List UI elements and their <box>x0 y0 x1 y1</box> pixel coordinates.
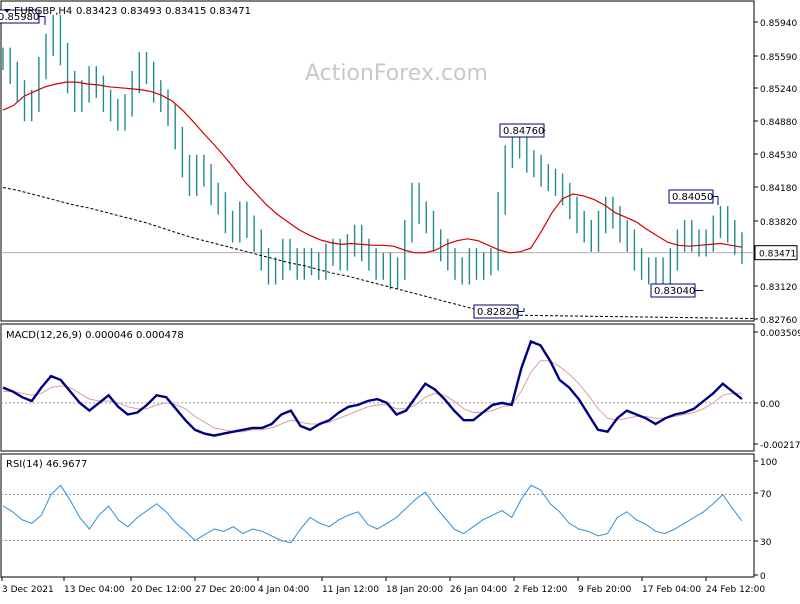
symbol-label: EURGBP,H4 <box>14 6 72 17</box>
annotation-box <box>473 304 519 319</box>
current-price-label: 0.83471 <box>759 250 796 260</box>
x-axis-label: 26 Jan 04:00 <box>450 585 507 595</box>
x-axis-label: 4 Jan 04:00 <box>258 585 310 595</box>
moving-average-short-line <box>2 81 743 254</box>
annotation-box <box>0 9 40 24</box>
ohlc-values: 0.83423 0.83493 0.83415 0.83471 <box>76 6 251 17</box>
price-axis-label: 0.82760 <box>760 316 797 326</box>
annotation-box <box>650 283 696 298</box>
macd-line <box>2 339 743 437</box>
price-axis-label: 0.84180 <box>760 184 797 194</box>
price-axis-label: 0.84880 <box>760 118 797 128</box>
x-axis-label: 18 Jan 20:00 <box>386 585 443 595</box>
dropdown-arrow-icon[interactable] <box>4 9 10 13</box>
rsi-axis-label: 30 <box>760 538 772 548</box>
rsi-axis-label: 70 <box>760 490 772 500</box>
x-axis-label: 9 Feb 20:00 <box>578 585 632 595</box>
price-axis-label: 0.83820 <box>760 218 797 228</box>
rsi-panel-frame <box>0 453 755 578</box>
x-axis-label: 20 Dec 12:00 <box>131 585 192 595</box>
watermark: ActionForex.com <box>305 61 488 86</box>
rsi-line <box>2 484 743 544</box>
macd-title: MACD(12,26,9) 0.000046 0.000478 <box>6 330 184 341</box>
rsi-axis-label: 0 <box>760 572 766 582</box>
moving-average-long-line <box>519 314 755 320</box>
annotation-label: 0.85980 <box>0 12 39 23</box>
macd-axis-label: 0.003509 <box>760 329 800 339</box>
x-axis-label: 27 Dec 20:00 <box>195 585 256 595</box>
price-axis-label: 0.85240 <box>760 85 797 95</box>
macd-signal-line <box>3 360 742 433</box>
annotation-label: 0.84760 <box>503 126 544 137</box>
x-axis-label: 24 Feb 12:00 <box>706 585 765 595</box>
annotation-box <box>499 123 545 138</box>
chart-header: EURGBP,H4 0.83423 0.83493 0.83415 0.8347… <box>4 6 251 17</box>
moving-average-long-line <box>2 187 521 316</box>
macd-axis-label: -0.002176 <box>760 441 800 451</box>
annotation-label: 0.84050 <box>672 192 713 203</box>
macd-axis-label: 0.00 <box>760 400 780 410</box>
annotation-label: 0.82820 <box>477 307 518 318</box>
x-axis-label: 11 Jan 12:00 <box>322 585 379 595</box>
x-axis-label: 3 Dec 2021 <box>2 585 54 595</box>
macd-panel-frame <box>0 323 755 452</box>
price-axis-label: 0.84530 <box>760 151 797 161</box>
annotation-box <box>668 189 714 204</box>
rsi-axis-label: 100 <box>760 458 777 468</box>
price-panel-frame <box>0 0 755 322</box>
price-axis-label: 0.85590 <box>760 53 797 63</box>
annotation-label: 0.83040 <box>654 286 695 297</box>
x-axis-label: 17 Feb 04:00 <box>642 585 701 595</box>
x-axis-label: 2 Feb 12:00 <box>514 585 568 595</box>
price-axis-label: 0.85940 <box>760 19 797 29</box>
x-axis-label: 13 Dec 04:00 <box>64 585 125 595</box>
price-axis-label: 0.83120 <box>760 283 797 293</box>
rsi-title: RSI(14) 46.9677 <box>6 459 87 470</box>
current-price-badge <box>754 245 798 261</box>
